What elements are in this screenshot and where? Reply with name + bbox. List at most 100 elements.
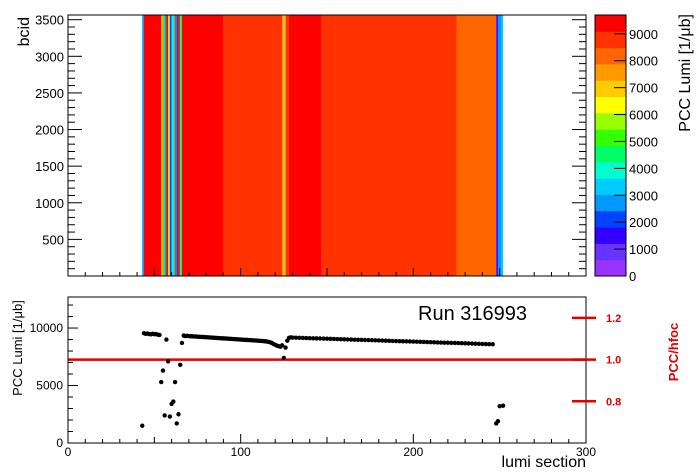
scatter-point [164, 337, 169, 342]
scatter-point [369, 338, 375, 343]
heatmap-y-axis-label: bcid [16, 17, 33, 46]
colorbar-tick-label: 5000 [629, 134, 658, 149]
heatmap-column [166, 15, 169, 276]
heatmap-column [169, 15, 172, 276]
heatmap-column [283, 15, 286, 276]
scatter-point [373, 338, 378, 343]
scatter-point [293, 335, 299, 340]
heatmap-column [501, 15, 504, 276]
scatter-point [328, 336, 333, 342]
run-annotation: Run 316993 [418, 303, 527, 325]
heatmap-column [171, 15, 174, 276]
scatter-point [407, 339, 413, 344]
scatter-point [335, 336, 340, 342]
colorbar-tick-label: 7000 [629, 81, 658, 96]
scatter-point [376, 338, 381, 343]
heatmap-column [285, 15, 290, 276]
scatter-point [445, 340, 451, 345]
colorbar-band [595, 243, 626, 261]
scatter-point [162, 413, 167, 418]
scatter-x-tick-label: 200 [403, 445, 423, 459]
colorbar-band [595, 210, 626, 228]
scatter-point [178, 362, 183, 368]
scatter-point [359, 337, 364, 343]
scatter-point [500, 403, 506, 408]
scatter-x-axis: 0 100 200 300 [65, 434, 596, 459]
colorbar-tick-label: 0 [629, 269, 636, 284]
heatmap-column [175, 15, 177, 276]
scatter-point [495, 418, 501, 424]
scatter-point [172, 379, 178, 385]
scatter-point [383, 338, 388, 343]
scatter-point [310, 336, 316, 341]
colorbar-band [595, 145, 626, 163]
heatmap-y-tick-label: 2000 [35, 123, 64, 138]
scatter-point [338, 336, 344, 342]
scatter-y-tick-label: 5000 [36, 379, 63, 393]
scatter-point [414, 339, 419, 344]
colorbar: 0 1000 2000 3000 4000 5000 6000 7000 8000 9000 PC… [594, 14, 694, 284]
colorbar-axis: 0 1000 2000 3000 4000 5000 6000 7000 8000 9000 [614, 27, 658, 284]
scatter-point [281, 355, 287, 361]
scatter-y2-tick-label: 1.0 [606, 355, 621, 367]
scatter-point [362, 337, 368, 343]
colorbar-frame [594, 14, 627, 277]
heatmap-column [181, 15, 224, 276]
heatmap-y-tick-label: 1000 [35, 196, 64, 211]
scatter-plot-area [68, 297, 586, 443]
scatter-y-tick-label: 0 [56, 436, 63, 450]
scatter-point [438, 340, 444, 345]
colorbar-band [595, 227, 626, 244]
scatter-point [348, 337, 354, 342]
scatter-point [165, 359, 171, 364]
heatmap-column [168, 15, 170, 276]
scatter-point [171, 399, 176, 404]
scatter-y-tick-label: 10000 [30, 321, 64, 335]
scatter-point [480, 341, 485, 347]
heatmap-column [173, 15, 176, 276]
scatter-point [157, 332, 162, 338]
heatmap-column [282, 15, 284, 276]
scatter-point [487, 341, 492, 347]
scatter-point [314, 336, 319, 341]
scatter-point [490, 342, 495, 347]
heatmap-column [159, 15, 162, 276]
scatter-y-axis-label: PCC Lumi [1/μb] [10, 300, 25, 396]
colorbar-band [595, 31, 626, 49]
scatter-point [176, 412, 181, 417]
scatter-point [390, 338, 395, 344]
scatter-point [435, 340, 440, 345]
heatmap-y-tick-label: 3000 [35, 49, 64, 64]
scatter-point [473, 341, 478, 346]
scatter-point [456, 340, 461, 346]
scatter-point [393, 338, 399, 344]
colorbar-tick-label: 2000 [629, 215, 658, 230]
heatmap-column [143, 15, 160, 276]
scatter-point [355, 337, 361, 342]
scatter-y2-axis: 0.8 1.0 1.2 [572, 313, 621, 408]
scatter-point [469, 341, 475, 346]
heatmap-panel: 500 1000 1500 2000 2500 3000 3500 bcid [16, 13, 587, 277]
scatter-point [418, 339, 423, 345]
scatter-point [404, 339, 409, 344]
scatter-point [449, 340, 454, 346]
scatter-x-tick-label: 300 [576, 445, 596, 459]
scatter-point [411, 339, 416, 344]
colorbar-band [595, 112, 626, 130]
scatter-y2-tick-label: 1.2 [606, 313, 621, 325]
heatmap-column [176, 15, 179, 276]
heatmap-y-axis: 500 1000 1500 2000 2500 3000 3500 [35, 13, 586, 276]
scatter-point [290, 335, 295, 340]
scatter-point [307, 335, 312, 341]
heatmap-column [142, 15, 144, 276]
scatter-point [300, 335, 306, 341]
colorbar-band [595, 161, 626, 179]
heatmap-column [161, 15, 163, 276]
scatter-points [140, 331, 506, 428]
scatter-point [304, 335, 309, 341]
scatter-y-axis: 0 5000 10000 [30, 304, 78, 450]
colorbar-tick-label: 3000 [629, 188, 658, 203]
scatter-point [140, 423, 145, 428]
colorbar-tick-label: 9000 [629, 27, 658, 42]
